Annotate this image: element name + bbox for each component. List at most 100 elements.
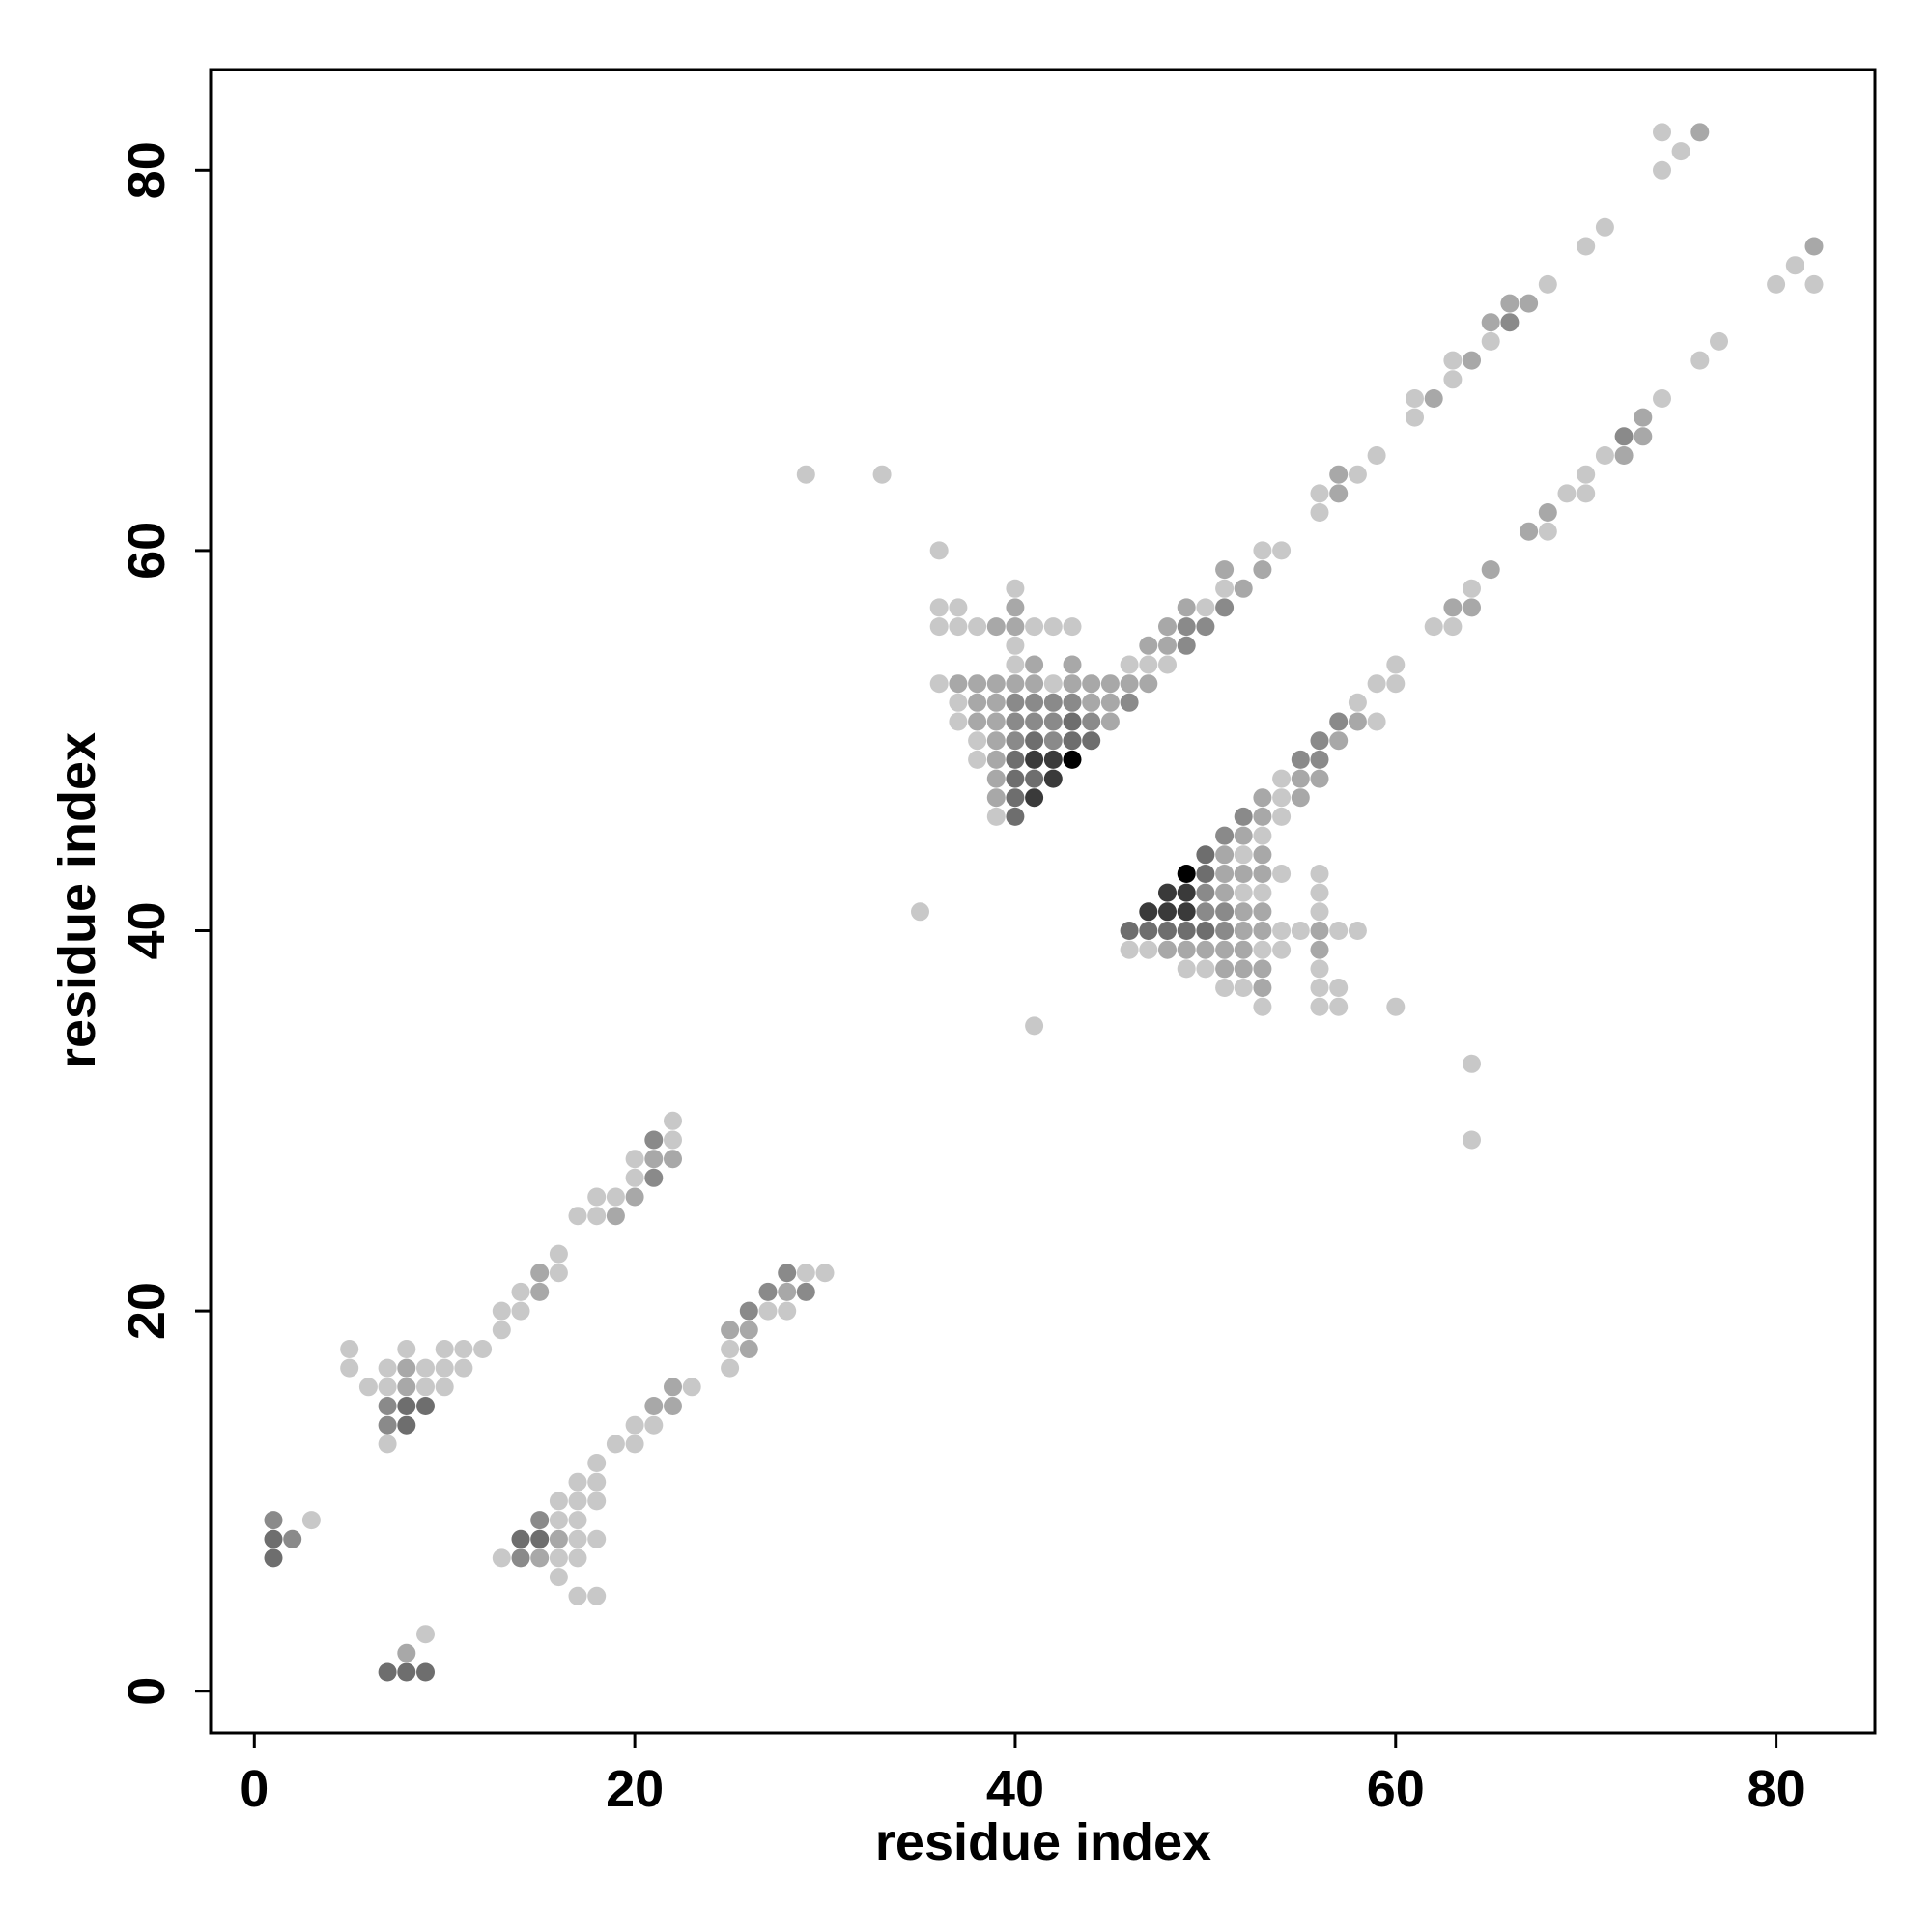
contact-point (929, 598, 949, 617)
contact-point (778, 1264, 797, 1283)
contact-point (1043, 731, 1063, 751)
contact-point (949, 617, 968, 637)
contact-point (1025, 617, 1044, 637)
contact-point (1443, 370, 1463, 389)
contact-point (664, 1130, 682, 1150)
contact-point (1043, 769, 1063, 788)
contact-point (778, 1282, 797, 1301)
contact-point (1158, 655, 1177, 674)
contact-point (1653, 160, 1671, 180)
contact-point (625, 1168, 644, 1187)
contact-point (625, 1187, 644, 1207)
contact-point (1406, 408, 1424, 427)
contact-point (416, 1397, 435, 1415)
contact-point (397, 1662, 416, 1682)
y-tick-label: 0 (118, 1677, 176, 1706)
contact-point (1082, 731, 1101, 751)
contact-point (1234, 826, 1253, 845)
contact-point (1386, 674, 1406, 694)
contact-point (606, 1435, 625, 1454)
contact-point (549, 1548, 568, 1568)
contact-point (587, 1492, 607, 1511)
contact-point (758, 1282, 778, 1301)
contact-point (1196, 883, 1215, 902)
contact-point (568, 1586, 587, 1605)
contact-point (949, 598, 968, 617)
contact-point (435, 1358, 454, 1378)
contact-point (549, 1264, 568, 1283)
contact-point (1500, 313, 1520, 332)
contact-point (1634, 408, 1653, 427)
x-tick-label: 60 (1367, 1760, 1425, 1818)
contact-point (1367, 446, 1386, 465)
contact-point (378, 1358, 397, 1378)
contact-point (1043, 750, 1063, 769)
contact-point (1253, 922, 1272, 940)
contact-point (1139, 902, 1158, 922)
contact-point (1291, 769, 1310, 788)
contact-point (1234, 902, 1253, 922)
contact-point (587, 1187, 607, 1207)
contact-point (1253, 845, 1272, 865)
contact-point (1158, 883, 1177, 902)
contact-point (1082, 693, 1101, 712)
x-tick-label: 0 (240, 1760, 269, 1818)
contact-point (644, 1397, 664, 1415)
contact-point (397, 1397, 416, 1415)
contact-point (1043, 712, 1063, 731)
contact-point (1253, 902, 1272, 922)
contact-point (1463, 351, 1481, 370)
contact-point (1177, 617, 1196, 637)
contact-point (911, 902, 929, 922)
x-tick-label: 80 (1747, 1760, 1805, 1818)
contact-point (796, 1264, 815, 1283)
contact-point (1329, 484, 1349, 503)
contact-point (1177, 922, 1196, 940)
contact-point (1310, 922, 1329, 940)
contact-point (549, 1529, 568, 1548)
contact-point (568, 1529, 587, 1548)
contact-point (1196, 617, 1215, 637)
contact-point (264, 1529, 283, 1548)
contact-point (1310, 940, 1329, 959)
contact-point (1577, 484, 1596, 503)
contact-point (1082, 674, 1101, 694)
contact-point (1063, 750, 1082, 769)
contact-point (511, 1529, 530, 1548)
contact-point (1481, 331, 1500, 351)
contact-point (1767, 274, 1786, 294)
contact-point (1063, 693, 1082, 712)
contact-point (1215, 826, 1235, 845)
contact-point (1329, 922, 1349, 940)
contact-point (416, 1625, 435, 1644)
contact-point (968, 693, 987, 712)
contact-point (1234, 979, 1253, 997)
contact-point (1234, 922, 1253, 940)
contact-point (511, 1548, 530, 1568)
contact-point (1671, 142, 1690, 161)
contact-point (283, 1529, 302, 1548)
contact-point (1063, 674, 1082, 694)
contact-point (264, 1548, 283, 1568)
contact-point (986, 712, 1006, 731)
contact-point (1310, 484, 1329, 503)
contact-point (1481, 313, 1500, 332)
contact-point (1025, 788, 1044, 808)
contact-point (1329, 979, 1349, 997)
contact-point (1253, 826, 1272, 845)
contact-point (1100, 674, 1120, 694)
contact-point (1424, 617, 1443, 637)
contact-point (1595, 446, 1614, 465)
contact-point (454, 1358, 473, 1378)
contact-point (815, 1264, 835, 1283)
contact-point (1025, 693, 1044, 712)
contact-point (1043, 617, 1063, 637)
x-axis-title: residue index (875, 1813, 1211, 1871)
contact-point (796, 465, 815, 484)
contact-point (1272, 865, 1292, 883)
contact-point (1215, 865, 1235, 883)
contact-point (1234, 807, 1253, 826)
contact-point (1139, 655, 1158, 674)
contact-point (739, 1301, 758, 1321)
contact-point (986, 617, 1006, 637)
